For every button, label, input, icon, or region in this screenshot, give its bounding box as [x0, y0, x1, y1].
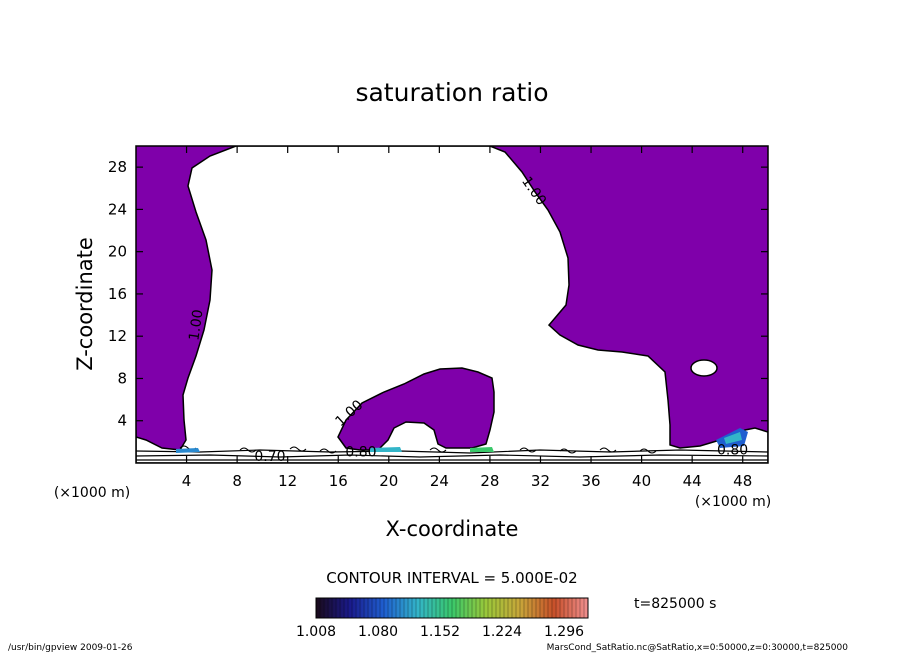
- x-tick-label: 24: [430, 472, 449, 490]
- colorbar-stripes: [319, 598, 585, 618]
- colorbar-tick-label: 1.008: [296, 624, 336, 640]
- plot-frame: [135, 145, 769, 464]
- surface-contours: [136, 449, 768, 461]
- x-tick-label: 32: [531, 472, 550, 490]
- supersat-patch-1: [176, 448, 200, 453]
- contour-interval-text: CONTOUR INTERVAL = 5.000E-02: [326, 569, 577, 587]
- saturated-island: [337, 367, 495, 451]
- supersat-patch-5: [724, 432, 742, 444]
- x-tick-label: 44: [683, 472, 702, 490]
- contour-label: 1.00: [186, 309, 206, 342]
- footer-left: /usr/bin/gpview 2009-01-26: [8, 643, 133, 653]
- x-axis-label: X-coordinate: [386, 517, 519, 541]
- y-tick-label: 12: [108, 327, 127, 345]
- supersat-patch-2: [370, 447, 402, 452]
- x-tick-label: 40: [632, 472, 651, 490]
- x-tick-label: 4: [182, 472, 192, 490]
- x-axis: 4 8 12 16 20 24 28 32 36 40 44 48: [182, 146, 752, 490]
- contour-label: 0.80: [345, 445, 376, 461]
- colorbar-tick-label: 1.224: [482, 624, 522, 640]
- x-tick-label: 16: [329, 472, 348, 490]
- y-tick-label: 20: [108, 243, 127, 261]
- colorbar-tick-label: 1.296: [544, 624, 584, 640]
- y-tick-label: 24: [108, 200, 127, 218]
- colorbar-tick-label: 1.080: [358, 624, 398, 640]
- x-tick-label: 48: [733, 472, 752, 490]
- y-tick-label: 8: [117, 369, 127, 387]
- x-tick-label: 8: [232, 472, 242, 490]
- contour-label: 0.80: [717, 443, 748, 459]
- time-label: t=825000 s: [634, 596, 716, 612]
- y-axis-label: Z-coordinate: [73, 237, 97, 371]
- y-axis: 4 8 12 16 20 24 28: [108, 158, 768, 430]
- x-tick-label: 20: [379, 472, 398, 490]
- chart-title: saturation ratio: [355, 78, 548, 107]
- x-unit-label: (×1000 m): [695, 494, 771, 510]
- colorbar: [315, 597, 589, 619]
- x-tick-label: 12: [278, 472, 297, 490]
- y-tick-label: 28: [108, 158, 127, 176]
- x-tick-label: 28: [480, 472, 499, 490]
- contour-label: 0.70: [254, 449, 285, 465]
- y-unit-label: (×1000 m): [54, 485, 130, 501]
- colorbar-ticks: 1.008 1.080 1.152 1.224 1.296: [296, 624, 584, 640]
- y-tick-label: 4: [117, 412, 127, 430]
- supersat-patch-3: [470, 447, 494, 452]
- unsaturated-region-main: [136, 146, 768, 463]
- contour-fill-layer: [136, 146, 768, 463]
- footer-right: MarsCond_SatRatio.nc@SatRatio,x=0:50000,…: [547, 643, 849, 653]
- saturated-blob: [690, 359, 718, 377]
- colorbar-tick-label: 1.152: [420, 624, 460, 640]
- y-tick-label: 16: [108, 285, 127, 303]
- surface-contours-wiggle: [179, 445, 657, 454]
- x-tick-label: 36: [581, 472, 600, 490]
